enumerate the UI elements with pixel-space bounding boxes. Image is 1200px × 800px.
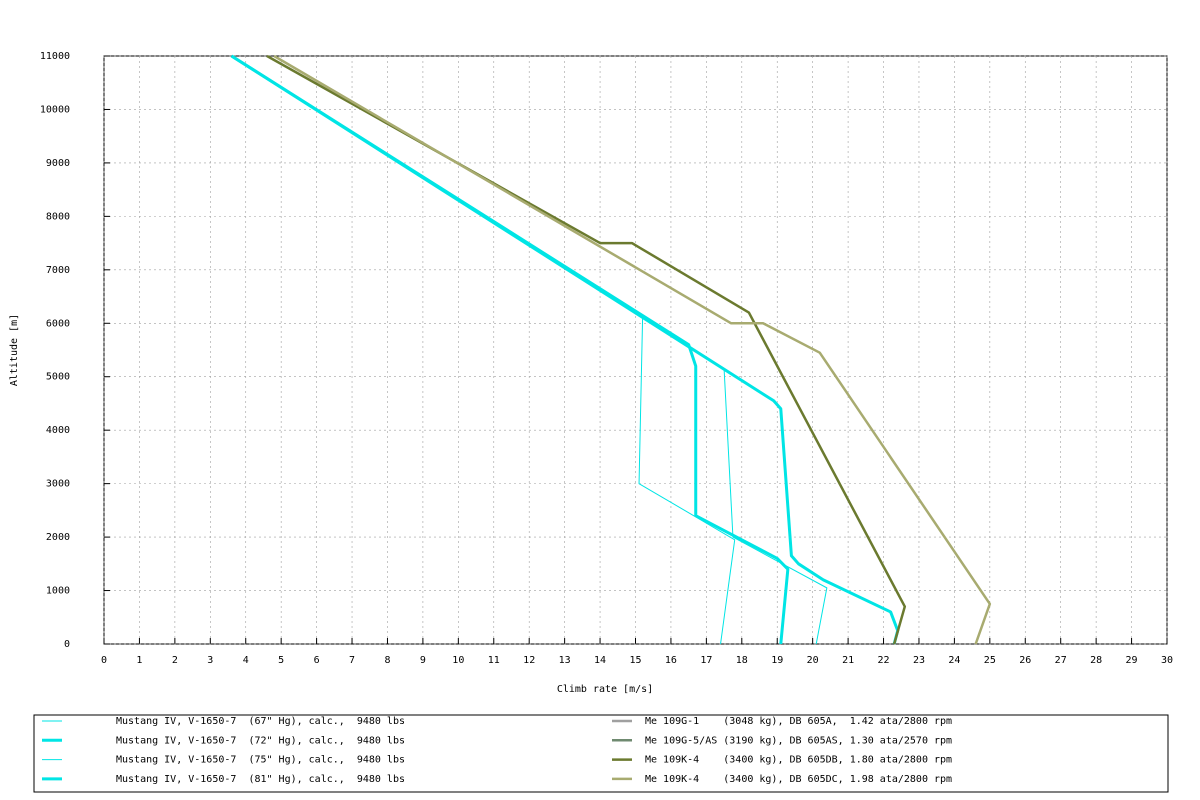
x-tick-label: 28	[1090, 655, 1102, 666]
x-tick-label: 22	[878, 655, 890, 666]
legend-box	[33, 714, 1169, 793]
x-tick-label: 24	[948, 655, 960, 666]
series-line	[231, 55, 828, 645]
x-tick-label: 23	[913, 655, 925, 666]
y-tick-label: 9000	[46, 158, 70, 169]
y-tick-label: 0	[64, 639, 70, 650]
x-tick-label: 25	[984, 655, 996, 666]
x-tick-label: 18	[736, 655, 748, 666]
x-tick-label: 12	[523, 655, 535, 666]
x-tick-label: 6	[314, 655, 320, 666]
x-axis-label: Climb rate [m/s]	[557, 684, 653, 695]
x-tick-label: 30	[1161, 655, 1173, 666]
x-tick-label: 16	[665, 655, 677, 666]
y-tick-label: 3000	[46, 479, 70, 490]
y-tick-label: 1000	[46, 586, 70, 597]
x-tick-label: 10	[452, 655, 464, 666]
y-tick-label: 10000	[40, 104, 70, 115]
plot-frame	[103, 55, 1168, 645]
series-line	[231, 55, 736, 645]
x-tick-label: 5	[278, 655, 284, 666]
x-tick-label: 4	[243, 655, 249, 666]
series-line	[230, 54, 790, 645]
y-tick-label: 11000	[40, 51, 70, 62]
x-tick-label: 15	[629, 655, 641, 666]
y-tick-label: 5000	[46, 372, 70, 383]
x-tick-label: 2	[172, 655, 178, 666]
series-line	[230, 54, 900, 645]
legend-label: Me 109K-4 (3400 kg), DB 605DB, 1.80 ata/…	[645, 755, 952, 766]
legend-label: Me 109G-5/AS (3190 kg), DB 605AS, 1.30 a…	[645, 735, 952, 746]
x-tick-label: 27	[1055, 655, 1067, 666]
legend-label: Mustang IV, V-1650-7 (67" Hg), calc., 94…	[116, 716, 405, 727]
x-tick-label: 0	[101, 655, 107, 666]
x-tick-label: 13	[559, 655, 571, 666]
x-tick-label: 1	[136, 655, 142, 666]
x-tick-label: 9	[420, 655, 426, 666]
y-tick-label: 7000	[46, 265, 70, 276]
y-tick-label: 2000	[46, 532, 70, 543]
x-tick-label: 8	[384, 655, 390, 666]
x-tick-label: 3	[207, 655, 213, 666]
series-line	[266, 54, 907, 645]
legend-label: Mustang IV, V-1650-7 (75" Hg), calc., 94…	[116, 755, 405, 766]
y-tick-label: 8000	[46, 211, 70, 222]
x-tick-label: 29	[1126, 655, 1138, 666]
x-tick-label: 14	[594, 655, 606, 666]
legend-label: Me 109K-4 (3400 kg), DB 605DC, 1.98 ata/…	[645, 774, 952, 785]
series-line	[273, 54, 992, 645]
x-tick-label: 17	[700, 655, 712, 666]
x-tick-label: 19	[771, 655, 783, 666]
x-tick-label: 20	[807, 655, 819, 666]
x-tick-label: 26	[1019, 655, 1031, 666]
legend-label: Mustang IV, V-1650-7 (72" Hg), calc., 94…	[116, 735, 405, 746]
y-axis-label: Altitude [m]	[9, 314, 20, 386]
y-tick-label: 4000	[46, 425, 70, 436]
x-tick-label: 7	[349, 655, 355, 666]
legend-label: Mustang IV, V-1650-7 (81" Hg), calc., 94…	[116, 774, 405, 785]
legend-label: Me 109G-1 (3048 kg), DB 605A, 1.42 ata/2…	[645, 716, 952, 727]
y-tick-label: 6000	[46, 318, 70, 329]
x-tick-label: 11	[488, 655, 500, 666]
x-tick-label: 21	[842, 655, 854, 666]
